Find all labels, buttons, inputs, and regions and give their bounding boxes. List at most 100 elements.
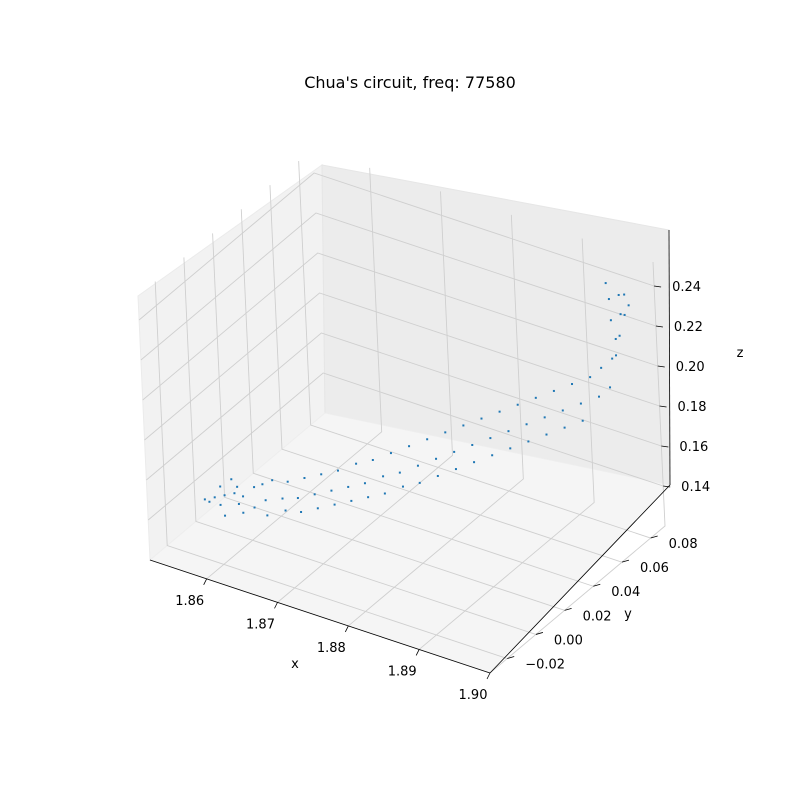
- z-tick-label: 0.16: [679, 440, 708, 455]
- tick-labels: 1.861.871.881.891.90−0.020.000.020.040.0…: [175, 280, 710, 703]
- scatter-point: [281, 497, 284, 500]
- x-axis-label: x: [291, 657, 299, 672]
- scatter-point: [242, 495, 245, 498]
- scatter-point: [480, 417, 483, 420]
- scatter-point: [408, 445, 411, 448]
- scatter-point: [261, 483, 264, 486]
- y-tick-mark: [507, 656, 515, 659]
- x-tick-label: 1.89: [388, 664, 417, 679]
- x-gridline: [348, 214, 524, 627]
- y-tick-mark: [564, 607, 572, 611]
- x-gridline: [489, 261, 666, 674]
- scatter-point: [627, 304, 630, 307]
- scatter-point: [271, 479, 274, 482]
- scatter-point: [296, 497, 299, 500]
- y-gridline: [240, 209, 594, 587]
- scatter-point: [600, 366, 603, 369]
- scatter-point: [462, 424, 465, 427]
- scatter-point: [264, 499, 267, 502]
- scatter-point: [619, 313, 622, 316]
- scatter-point: [491, 454, 494, 457]
- x-tick-mark: [344, 625, 349, 633]
- scatter-point: [367, 496, 370, 499]
- z-axis-label: z: [737, 346, 744, 361]
- scatter-point: [609, 386, 612, 389]
- scatter-point: [219, 485, 222, 488]
- scatter-point: [426, 438, 429, 441]
- z-tick-mark: [657, 365, 665, 368]
- scatter-point: [300, 510, 303, 513]
- scatter-point: [223, 494, 226, 497]
- scatter-point: [336, 469, 339, 472]
- scatter-point: [320, 473, 323, 476]
- y-gridline: [212, 233, 565, 611]
- scatter-point: [609, 319, 612, 322]
- y-axis-label: y: [624, 607, 632, 622]
- x-tick-mark: [486, 672, 491, 680]
- scatter-point: [579, 402, 582, 405]
- scatter-point: [253, 506, 256, 509]
- scatter-point: [237, 502, 240, 505]
- scatter-point: [534, 396, 537, 399]
- y-tick-label: −0.02: [525, 658, 565, 673]
- scatter-point: [525, 423, 528, 426]
- z-tick-mark: [663, 485, 671, 488]
- x-gridline: [206, 167, 383, 580]
- scatter-point: [507, 430, 510, 433]
- scatter-point: [617, 293, 620, 296]
- scatter-point: [233, 492, 236, 495]
- scatter-point: [208, 500, 211, 503]
- scatter-point: [230, 478, 233, 481]
- scatter-point: [416, 464, 419, 467]
- y-tick-mark: [535, 632, 544, 635]
- z-gridline: [138, 172, 655, 321]
- y-gridline: [269, 185, 623, 563]
- z-gridline: [144, 292, 660, 441]
- scatter-point: [203, 498, 206, 501]
- y-gridline: [183, 257, 537, 635]
- scatter-point: [316, 507, 319, 510]
- scatter-point: [418, 481, 421, 484]
- z-tick-mark: [661, 445, 669, 448]
- scatter-point: [598, 395, 601, 398]
- y-tick-mark: [650, 535, 658, 539]
- y-axis-line: [489, 484, 671, 674]
- z-gridline: [142, 252, 658, 401]
- scatter-point: [623, 313, 626, 316]
- scatter-point: [284, 509, 287, 512]
- scatter-point: [527, 440, 530, 443]
- scatter-points: [203, 282, 630, 517]
- x-tick-label: 1.86: [175, 594, 204, 609]
- z-tick-label: 0.14: [681, 480, 710, 495]
- scatter-point: [618, 334, 621, 337]
- scatter-point: [355, 462, 358, 465]
- scatter-point: [454, 468, 457, 471]
- axis-panes: [137, 164, 671, 674]
- x-tick-mark: [415, 649, 420, 656]
- scatter-point: [473, 461, 476, 464]
- y-tick-mark: [621, 559, 630, 563]
- scatter-point: [561, 409, 564, 412]
- scatter-point: [545, 433, 548, 436]
- scatter-point: [383, 492, 386, 495]
- z-axis-line: [668, 229, 671, 486]
- z-gridline: [140, 212, 657, 361]
- y-tick-label: 0.00: [554, 633, 583, 648]
- z-tick-label: 0.22: [674, 320, 703, 335]
- scatter-point: [363, 482, 366, 485]
- scatter-point: [313, 493, 316, 496]
- x-tick-mark: [203, 578, 208, 586]
- z-tick-label: 0.18: [678, 400, 707, 415]
- scatter-point: [498, 410, 501, 413]
- y-tick-label: 0.08: [669, 537, 698, 552]
- scatter-point: [453, 450, 456, 453]
- y-gridline: [298, 161, 651, 539]
- scatter-point: [330, 489, 333, 492]
- scatter-point: [286, 480, 289, 483]
- scatter-point: [219, 503, 222, 506]
- scatter-point: [350, 499, 353, 502]
- scatter-point: [236, 485, 239, 488]
- y-tick-label: 0.06: [640, 561, 669, 576]
- scatter-point: [623, 293, 626, 296]
